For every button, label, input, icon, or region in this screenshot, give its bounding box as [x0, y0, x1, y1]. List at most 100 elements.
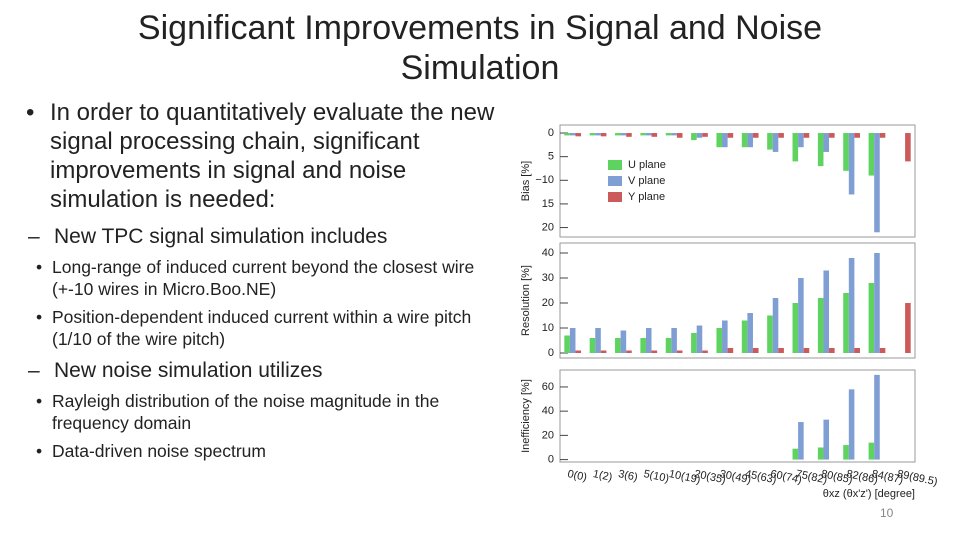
bar	[817, 298, 824, 353]
bar	[741, 133, 748, 148]
y-tick-label: 0	[548, 127, 554, 139]
bar	[651, 350, 658, 353]
bar	[691, 133, 697, 141]
chart: Bias [%] 0 5 −10 15 20 U plane V plane Y plane Re…	[520, 124, 939, 500]
bar	[778, 133, 784, 138]
bar	[868, 133, 875, 176]
sub-bullet: New TPC signal simulation includes	[18, 224, 502, 250]
bar	[564, 133, 570, 136]
bar	[829, 133, 835, 138]
bar	[626, 350, 632, 353]
sub-sub-bullet: Rayleigh distribution of the noise magni…	[22, 390, 502, 434]
bar	[772, 133, 779, 152]
bar	[868, 283, 875, 353]
bar	[671, 133, 677, 136]
bar	[651, 133, 658, 137]
sub-sub-bullet: Long-range of induced current beyond the…	[22, 256, 502, 300]
bar	[798, 133, 804, 148]
bar	[696, 325, 703, 353]
bar	[823, 419, 830, 460]
x-tick-label: 5(10)	[642, 468, 670, 485]
bullet: In order to quantitatively evaluate the …	[22, 98, 502, 214]
bar	[868, 442, 875, 460]
legend-swatch	[608, 176, 622, 186]
bar	[564, 335, 570, 353]
sub-sub-bullet: Data-driven noise spectrum	[22, 440, 502, 462]
bar	[600, 350, 607, 353]
bar	[829, 348, 835, 353]
bar	[772, 298, 779, 353]
bar	[905, 133, 911, 162]
bar	[879, 348, 886, 353]
bar	[716, 328, 723, 353]
bar	[798, 278, 804, 353]
legend-swatch	[608, 160, 622, 170]
y-tick-label: 60	[542, 381, 554, 393]
bar	[575, 133, 582, 137]
bar	[905, 303, 911, 353]
bar	[848, 133, 855, 195]
bar	[843, 445, 849, 460]
bar	[854, 133, 860, 138]
bar	[665, 133, 672, 136]
bar	[665, 338, 672, 353]
y-axis-label: Inefficiency [%]	[520, 379, 532, 453]
bar	[823, 270, 830, 353]
y-tick-label: 0	[548, 453, 554, 465]
bar	[569, 328, 576, 353]
panel-frame	[559, 124, 916, 238]
bar	[778, 348, 784, 353]
bar	[600, 133, 607, 137]
bar	[640, 133, 646, 136]
y-tick-label: 20	[542, 297, 554, 309]
bar	[843, 293, 849, 353]
bar	[792, 303, 799, 353]
bar	[702, 133, 708, 137]
y-tick-label: 15	[542, 198, 554, 210]
bar	[747, 133, 753, 148]
bar	[727, 348, 734, 353]
bar	[767, 315, 773, 353]
bar	[676, 350, 683, 353]
bar	[817, 133, 824, 167]
x-tick-label: 89(89.5)	[896, 468, 939, 488]
x-tick-label: 0(0)	[566, 468, 588, 484]
bar	[620, 330, 627, 353]
x-axis-label: θxz (θx'z') [degree]	[823, 488, 915, 500]
bar	[595, 328, 601, 353]
bar	[645, 133, 652, 136]
bar	[792, 133, 799, 162]
bar	[798, 422, 804, 460]
x-tick-label: 1(2)	[592, 468, 614, 484]
sub-sub-bullet: Position-dependent induced current withi…	[22, 306, 502, 350]
bar	[722, 133, 728, 148]
panel-frame	[559, 242, 916, 359]
bar	[696, 133, 703, 138]
bar	[843, 133, 849, 171]
y-axis-label: Bias [%]	[520, 161, 532, 201]
bar	[854, 348, 860, 353]
bar	[848, 258, 855, 353]
bar	[752, 348, 759, 353]
y-tick-label: −10	[535, 174, 554, 186]
bar	[722, 320, 728, 353]
bar	[823, 133, 830, 152]
bar	[792, 448, 799, 460]
y-tick-label: 10	[542, 322, 554, 334]
bar	[645, 328, 652, 353]
y-tick-label: 0	[548, 347, 554, 359]
legend-swatch	[608, 192, 622, 202]
legend-label: U plane	[628, 159, 666, 171]
bar	[702, 350, 708, 353]
bar	[874, 133, 880, 233]
slide-title: Significant Improvements in Signal and N…	[137, 9, 823, 87]
bar	[615, 338, 621, 353]
bar	[589, 133, 596, 136]
legend-label: Y plane	[628, 191, 665, 203]
slide-body: In order to quantitatively evaluate the …	[22, 98, 502, 468]
bar	[874, 253, 880, 353]
panel-frame	[559, 369, 916, 463]
bar	[595, 133, 601, 136]
bar	[640, 338, 646, 353]
bar	[626, 133, 632, 137]
